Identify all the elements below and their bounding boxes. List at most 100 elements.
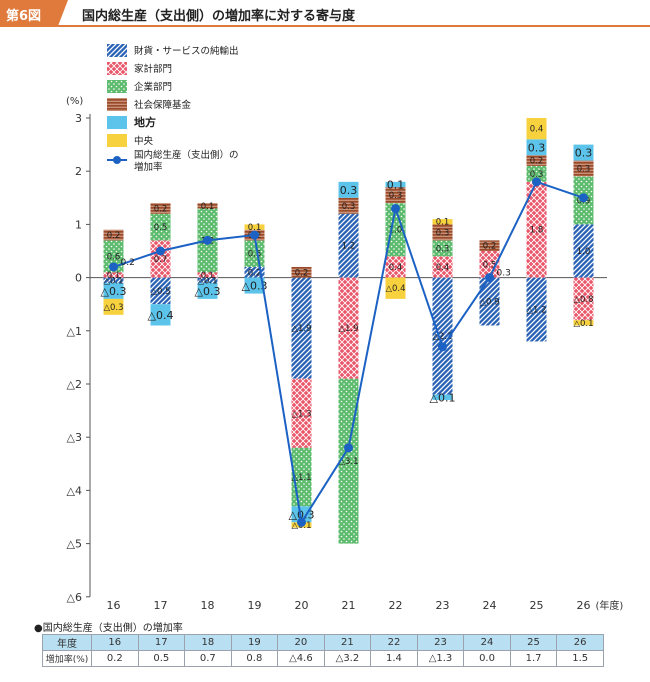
bar-segment-trade — [244, 266, 265, 278]
gdp-growth-point — [579, 193, 588, 203]
bar-value-label: 0.3 — [530, 170, 544, 180]
bar-segment-trade — [479, 277, 500, 326]
bar-value-label: △2.2 — [432, 332, 452, 342]
legend-label: 中央 — [134, 135, 154, 147]
gdp-growth-point — [485, 273, 494, 283]
bar-segment-local — [338, 181, 359, 198]
bar-segment-business — [385, 203, 406, 257]
legend-label: 社会保障基金 — [134, 99, 192, 111]
x-tick-label: 24 — [483, 599, 497, 612]
gdp-growth-point — [391, 203, 400, 213]
bar-value-label: 0.4 — [530, 125, 544, 135]
gdp-growth-point — [344, 443, 353, 453]
bar-value-label: 0.1 — [387, 179, 405, 192]
bar-value-label: 0.1 — [201, 202, 215, 212]
bar-segment-central — [385, 277, 406, 299]
table-cell-year: 19 — [230, 634, 279, 651]
bar-value-label: 1.0 — [389, 226, 403, 236]
legend-label: 増加率 — [134, 161, 163, 173]
bar-segment-social — [385, 187, 406, 204]
bar-segment-social — [150, 203, 171, 214]
gdp-growth-point — [156, 246, 165, 256]
bar-value-label: 0.3 — [577, 165, 591, 175]
line-value-label: 0.3 — [497, 269, 511, 279]
bar-segment-local — [244, 277, 265, 294]
table-header-rate: 増加率(%) — [42, 650, 92, 667]
gdp-growth-point — [203, 235, 212, 245]
bar-value-label: △3.1 — [338, 457, 358, 467]
y-axis: (%) 3 2 1 0 △1 △2 △3 △4 △5 △6 — [66, 96, 91, 604]
bar-value-label: 0.3 — [436, 228, 450, 238]
bar-value-label: 0.1 — [436, 218, 450, 228]
figure-number-badge: 第6図 — [0, 0, 68, 26]
bar-value-label: △0.4 — [148, 309, 174, 322]
bar-segment-social — [573, 160, 594, 177]
bar-segment-household — [432, 256, 453, 278]
table-header-year: 年度 — [42, 634, 92, 651]
bar-value-label: △1.3 — [291, 409, 311, 419]
table-cell-year: 24 — [463, 634, 511, 651]
bar-segment-central — [526, 118, 547, 140]
table-cell-year: 20 — [277, 634, 325, 651]
header-rule — [0, 25, 650, 27]
bar-value-label: △1.2 — [526, 306, 546, 316]
bar-segment-local — [385, 181, 406, 188]
bar-segment-social — [526, 155, 547, 166]
table-cell-year: 26 — [556, 634, 604, 651]
x-tick-label: 16 — [107, 599, 121, 612]
bar-segment-social — [291, 266, 312, 278]
gdp-growth-point — [532, 177, 541, 187]
table-cell-rate: 0.2 — [91, 650, 139, 667]
bar-segment-household — [385, 256, 406, 278]
bar-segment-trade — [432, 277, 453, 395]
x-tick-label: 23 — [436, 599, 450, 612]
table-cell-rate: 0.5 — [137, 650, 186, 667]
bar-segment-local — [103, 282, 124, 299]
bar-segment-household — [291, 378, 312, 448]
table-cell-rate: 0.8 — [230, 650, 279, 667]
table-cell-year: 18 — [184, 634, 232, 651]
bar-value-label: 0.4 — [389, 263, 403, 273]
table-cell-rate: 1.5 — [556, 650, 604, 667]
bar-value-label: 0.3 — [342, 202, 356, 212]
bar-value-label: 0.5 — [154, 223, 168, 233]
gdp-growth-point — [297, 517, 306, 527]
y-axis-unit: (%) — [66, 96, 83, 107]
bar-segment-trade — [291, 277, 312, 379]
bar-value-label: 0.6 — [107, 252, 121, 262]
y-tick-label: △3 — [67, 431, 82, 444]
legend: 財貨・サービスの純輸出家計部門企業部門社会保障基金地方中央国内総生産（支出側）の… — [107, 44, 239, 173]
legend-swatch-local — [107, 116, 127, 129]
table-caption: ●国内総生産（支出側）の増加率 — [34, 623, 183, 634]
table-row-years: 年度 16 17 18 19 20 21 22 23 24 25 26 — [42, 634, 604, 651]
table-cell-rate: △3.2 — [323, 650, 372, 667]
bar-value-label: 0.3 — [340, 184, 358, 197]
bar-value-label: △0.4 — [385, 284, 405, 294]
bar-segment-household — [573, 277, 594, 321]
bar-value-label: 0.3 — [389, 191, 403, 201]
table-cell-year: 21 — [323, 634, 372, 651]
bar-segment-household — [479, 251, 500, 278]
bar-segment-household — [103, 272, 124, 278]
y-tick-label: △5 — [67, 538, 82, 551]
bar-value-label: 0.2 — [107, 231, 121, 241]
line-value-label: 0.2 — [121, 258, 135, 268]
bar-segment-social — [338, 197, 359, 214]
gdp-growth-point — [109, 262, 118, 272]
figure-number: 第6図 — [6, 9, 42, 24]
legend-swatch-business — [107, 80, 127, 93]
x-tick-label: 25 — [530, 599, 544, 612]
gdp-growth-line: 0.2 0.3 — [109, 177, 588, 527]
bar-value-label: △0.8 — [573, 295, 593, 305]
bar-segment-trade — [526, 277, 547, 342]
bar-value-label: 0.1 — [107, 271, 121, 281]
bar-segment-local — [291, 506, 312, 523]
bar-value-label: △0.1 — [197, 276, 217, 286]
legend-swatch-social — [107, 98, 127, 111]
table-cell-year: 23 — [416, 634, 465, 651]
bar-value-label: △0.5 — [150, 287, 170, 297]
bar-value-labels: △0.10.10.60.2△0.3△0.3△0.50.70.50.2△0.4△0… — [101, 125, 594, 531]
legend-label: 財貨・サービスの純輸出 — [134, 45, 239, 57]
bar-segment-household — [338, 277, 359, 379]
